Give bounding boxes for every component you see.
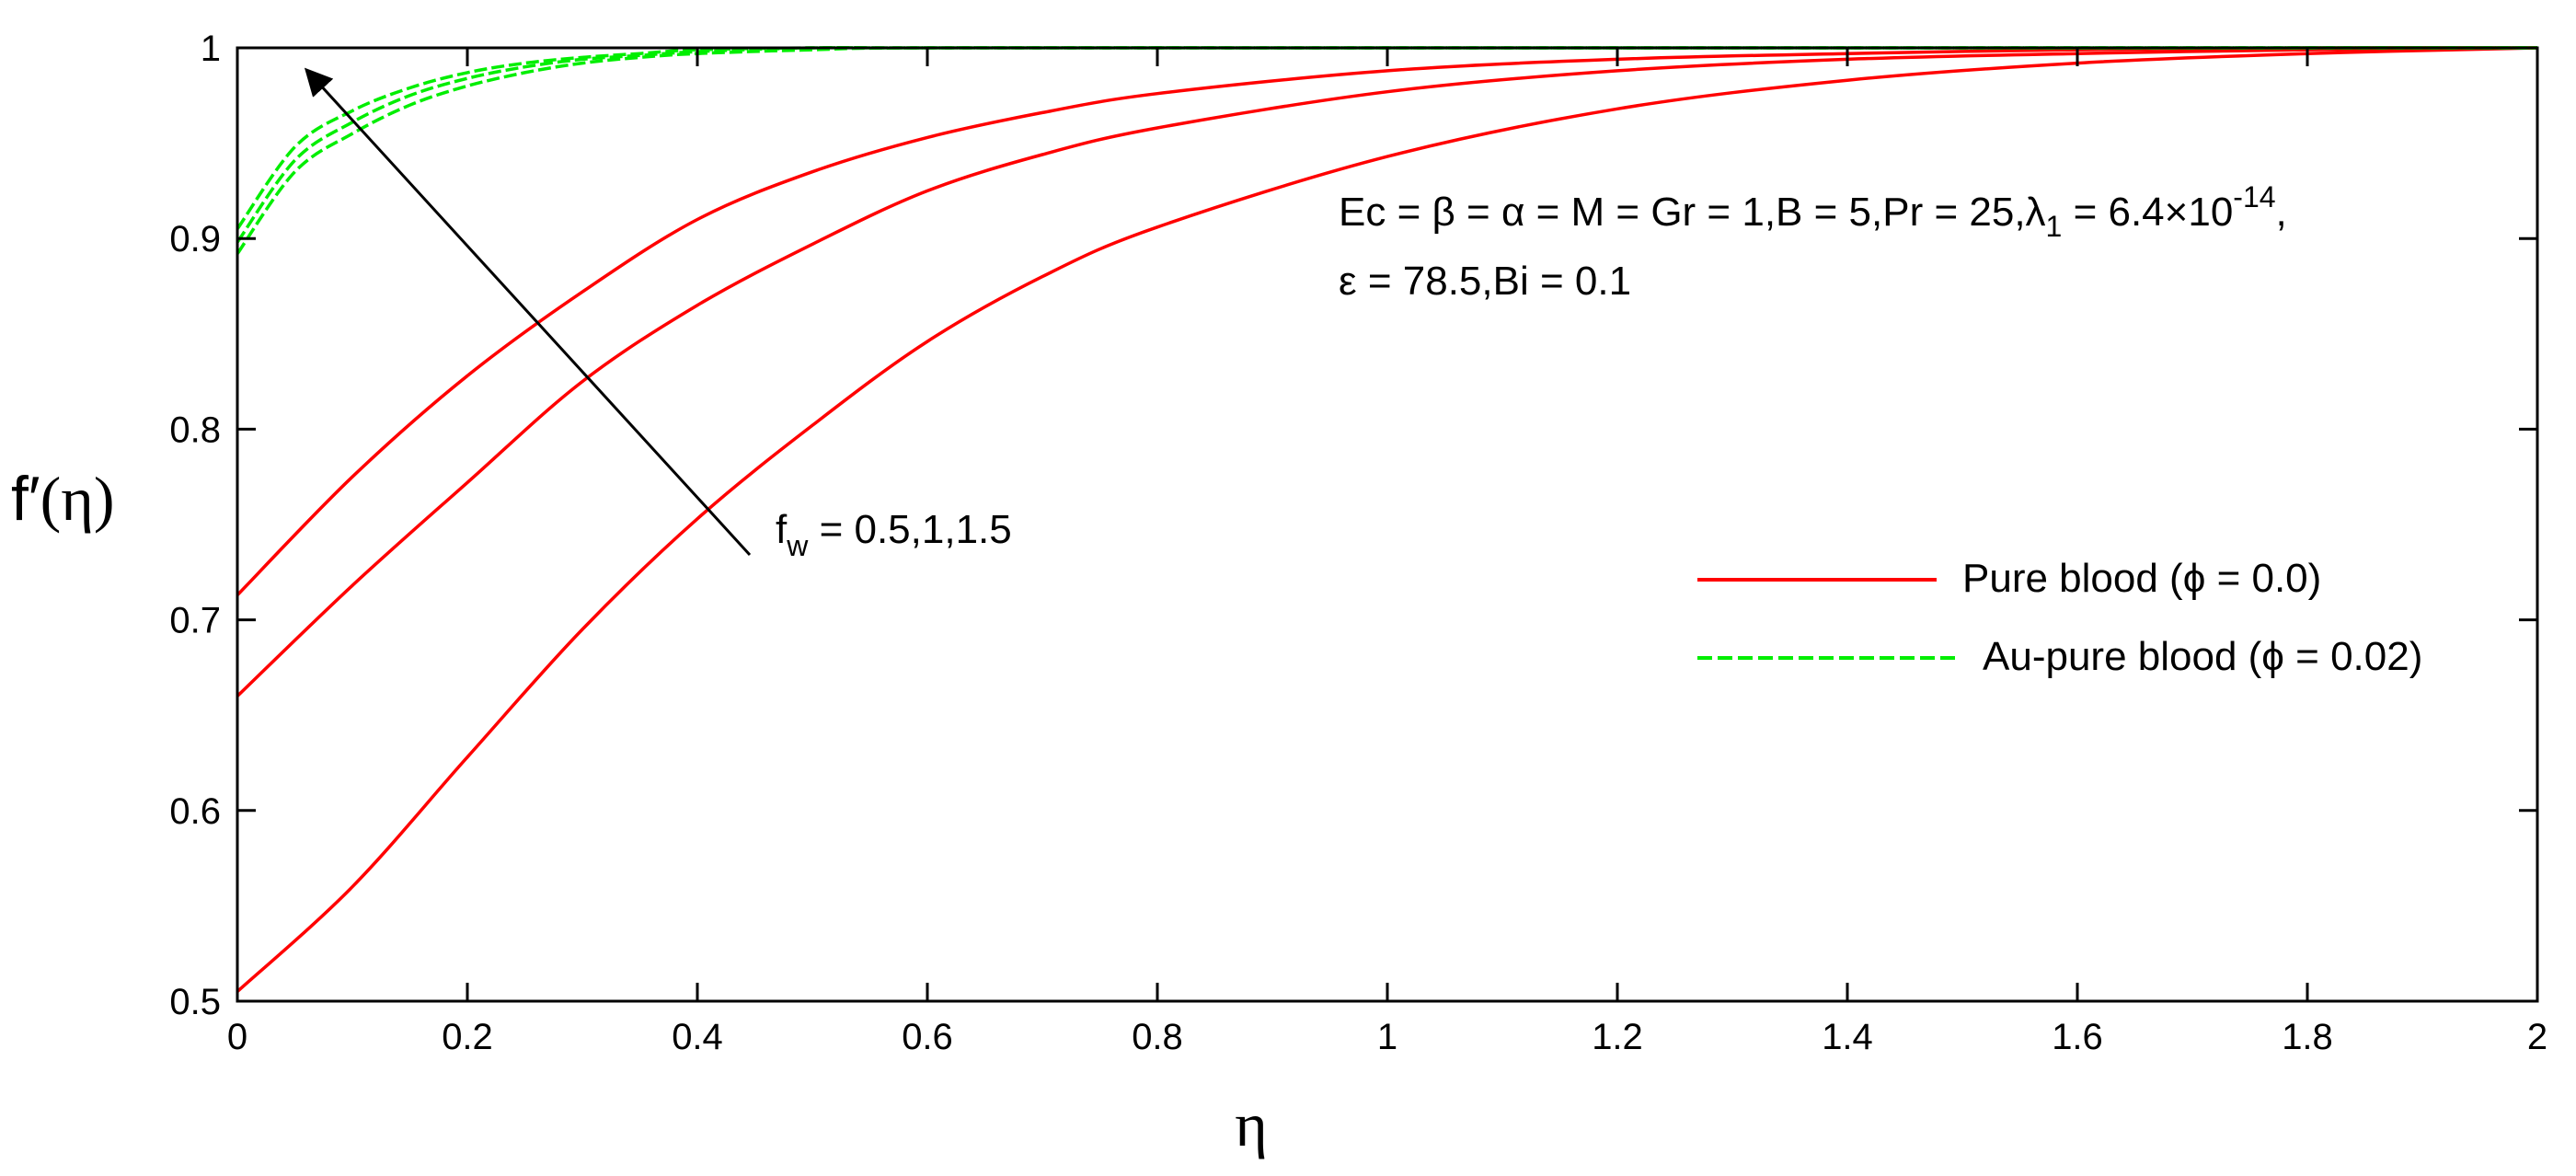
- legend-label-au-pure-blood: Au-pure blood (ϕ = 0.02): [1983, 634, 2422, 679]
- x-tick-label: 0.2: [442, 1017, 493, 1057]
- params-superscript: -14: [2233, 180, 2275, 213]
- parameter-annotation-line1: Ec = β = α = M = Gr = 1,B = 5,Pr = 25,λ1…: [1339, 180, 2287, 243]
- y-tick-label: 0.9: [169, 219, 221, 259]
- params-subscript: 1: [2046, 210, 2063, 243]
- ticks-layer: 0 0.2 0.4 0.6 0.8 1 1.2 1.4 1.6 1.8 2 0.5 0.6 0.7 0.8 0…: [169, 29, 2547, 1057]
- x-tick-label: 1.6: [2052, 1017, 2103, 1057]
- fw-main: f: [776, 507, 788, 552]
- y-tick-label: 0.6: [169, 791, 221, 832]
- y-axis-title-main: f′: [11, 464, 40, 534]
- x-tick-label: 0: [227, 1017, 247, 1057]
- series-line-1: [236, 46, 2538, 596]
- legend: Pure blood (ϕ = 0.0) Au-pure blood (ϕ = …: [1697, 556, 2422, 679]
- y-tick-label: 0.5: [169, 982, 221, 1022]
- fw-subscript: w: [786, 529, 809, 562]
- y-tick-label: 0.7: [169, 601, 221, 641]
- x-tick-label: 1: [1377, 1017, 1397, 1057]
- params-text-b: = 6.4×10: [2062, 190, 2233, 235]
- x-tick-label: 0.6: [902, 1017, 953, 1057]
- x-tick-label: 0.4: [672, 1017, 723, 1057]
- params-text-c: ,: [2276, 190, 2287, 235]
- x-tick-label: 1.2: [1592, 1017, 1643, 1057]
- trend-arrow: [304, 67, 752, 557]
- x-axis-title: η: [1235, 1090, 1268, 1159]
- y-axis-title-arg: (η): [40, 464, 115, 534]
- series-line-3: [236, 46, 2538, 993]
- x-tick-label: 2: [2527, 1017, 2547, 1057]
- x-tick-label: 1.8: [2282, 1017, 2333, 1057]
- fw-values: = 0.5,1,1.5: [808, 507, 1011, 552]
- legend-label-pure-blood: Pure blood (ϕ = 0.0): [1962, 556, 2321, 601]
- parameter-annotation-line2: ε = 78.5,Bi = 0.1: [1339, 259, 1631, 304]
- y-tick-label: 1: [201, 29, 221, 69]
- y-axis-title: f′(η): [11, 464, 115, 534]
- params-text-a: Ec = β = α = M = Gr = 1,B = 5,Pr = 25,λ: [1339, 190, 2046, 235]
- series-line-2: [236, 46, 2538, 698]
- y-tick-label: 0.8: [169, 409, 221, 450]
- fw-annotation: fw = 0.5,1,1.5: [776, 507, 1012, 562]
- x-tick-label: 1.4: [1822, 1017, 1873, 1057]
- x-tick-label: 0.8: [1132, 1017, 1183, 1057]
